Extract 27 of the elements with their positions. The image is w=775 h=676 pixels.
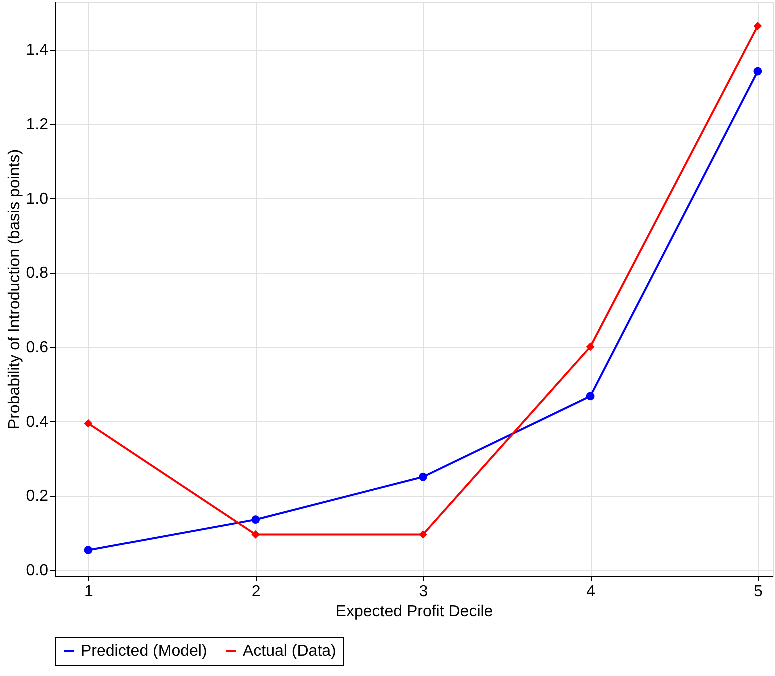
point bbox=[84, 546, 93, 555]
legend-label: Actual (Data) bbox=[243, 643, 336, 660]
y-tick-label: 1.2 bbox=[26, 116, 49, 134]
point bbox=[419, 472, 428, 482]
point bbox=[84, 419, 93, 428]
x-tick-label: 5 bbox=[754, 584, 763, 600]
point bbox=[586, 342, 595, 352]
y-tick-label: 0.2 bbox=[26, 488, 49, 506]
legend-label: Predicted (Model) bbox=[81, 643, 208, 660]
x-tick-label: 3 bbox=[419, 584, 428, 600]
x-tick-label: 4 bbox=[586, 584, 596, 600]
y-axis-title: Probability of Introduction (basis points) bbox=[6, 149, 24, 430]
point bbox=[419, 530, 428, 539]
point bbox=[586, 392, 595, 401]
x-tick-label: 1 bbox=[84, 584, 94, 600]
point bbox=[754, 67, 762, 76]
y-tick-label: 0.0 bbox=[26, 562, 49, 580]
point bbox=[252, 530, 260, 539]
x-axis-title: Expected Profit Decile bbox=[336, 604, 494, 620]
point bbox=[252, 516, 260, 524]
x-tick-label: 2 bbox=[252, 584, 261, 600]
y-tick-label: 0.8 bbox=[26, 265, 49, 282]
y-tick-label: 0.6 bbox=[26, 339, 49, 356]
point bbox=[754, 22, 762, 30]
y-tick-label: 1.4 bbox=[26, 42, 49, 60]
y-tick-label: 0.4 bbox=[26, 414, 49, 431]
y-tick-label: 1.0 bbox=[26, 190, 49, 208]
